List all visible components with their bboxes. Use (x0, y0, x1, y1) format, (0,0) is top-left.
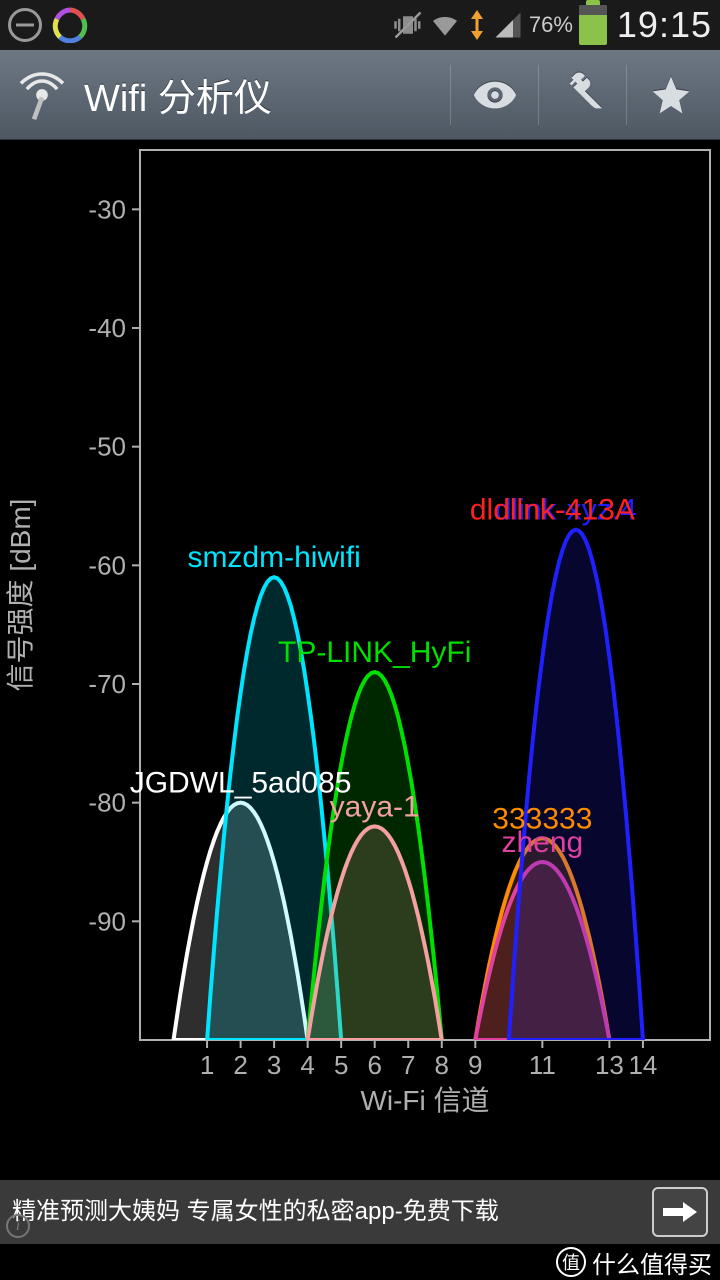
antenna-icon (14, 67, 70, 123)
app-bar: Wifi 分析仪 (0, 50, 720, 140)
settings-button[interactable] (538, 65, 626, 125)
svg-text:-80: -80 (88, 788, 126, 818)
svg-text:3: 3 (267, 1050, 281, 1080)
battery-percent: 76% (529, 12, 573, 38)
ad-arrow-icon (652, 1187, 708, 1237)
svg-text:-60: -60 (88, 550, 126, 580)
svg-text:5: 5 (334, 1050, 348, 1080)
view-button[interactable] (450, 65, 538, 125)
favorite-button[interactable] (626, 65, 714, 125)
battery-icon (579, 5, 607, 45)
ad-banner[interactable]: 精准预测大姨妈 专属女性的私密app-免费下载 (0, 1180, 720, 1244)
signal-icon (493, 10, 523, 40)
svg-text:dldllnk-413A: dldllnk-413A (470, 494, 635, 527)
ad-text: 精准预测大姨妈 专属女性的私密app-免费下载 (12, 1198, 652, 1227)
svg-text:8: 8 (435, 1050, 449, 1080)
dnd-icon (8, 8, 42, 42)
svg-text:11: 11 (529, 1050, 556, 1080)
svg-text:Wi-Fi 信道: Wi-Fi 信道 (360, 1085, 489, 1116)
svg-text:信号强度 [dBm]: 信号强度 [dBm] (5, 499, 36, 692)
svg-text:TP-LINK_HyFi: TP-LINK_HyFi (278, 636, 471, 669)
watermark-text: 什么值得买 (592, 1245, 712, 1280)
vibrate-icon (393, 10, 423, 40)
wifi-channel-chart: -30 -40 -50 -60 -70 -80 -90 信号强度 [dBm] 123456789… (0, 140, 720, 1190)
svg-text:-40: -40 (88, 313, 126, 343)
svg-text:-70: -70 (88, 669, 126, 699)
svg-text:6: 6 (367, 1050, 381, 1080)
svg-text:1: 1 (200, 1050, 214, 1080)
chart-area: -30 -40 -50 -60 -70 -80 -90 信号强度 [dBm] 123456789… (0, 140, 720, 1190)
svg-text:9: 9 (468, 1050, 482, 1080)
data-icon (467, 10, 487, 40)
svg-text:13: 13 (595, 1050, 624, 1080)
svg-text:zheng: zheng (501, 826, 583, 859)
svg-text:7: 7 (401, 1050, 415, 1080)
svg-text:JGDWL_5ad085: JGDWL_5ad085 (130, 767, 352, 800)
wifi-icon (429, 9, 461, 41)
svg-text:14: 14 (628, 1050, 657, 1080)
svg-text:-50: -50 (88, 432, 126, 462)
svg-text:-30: -30 (88, 194, 126, 224)
watermark: 值 什么值得买 (548, 1244, 720, 1280)
app-title: Wifi 分析仪 (84, 67, 450, 122)
svg-text:smzdm-hiwifi: smzdm-hiwifi (187, 541, 360, 574)
svg-text:2: 2 (233, 1050, 247, 1080)
aperture-icon (52, 7, 88, 43)
svg-text:yaya-1: yaya-1 (330, 790, 420, 823)
clock: 19:15 (617, 4, 712, 46)
svg-text:-90: -90 (88, 906, 126, 936)
watermark-badge: 值 (556, 1247, 586, 1277)
svg-text:4: 4 (300, 1050, 314, 1080)
status-bar: 76% 19:15 (0, 0, 720, 50)
info-icon[interactable]: i (6, 1214, 30, 1238)
